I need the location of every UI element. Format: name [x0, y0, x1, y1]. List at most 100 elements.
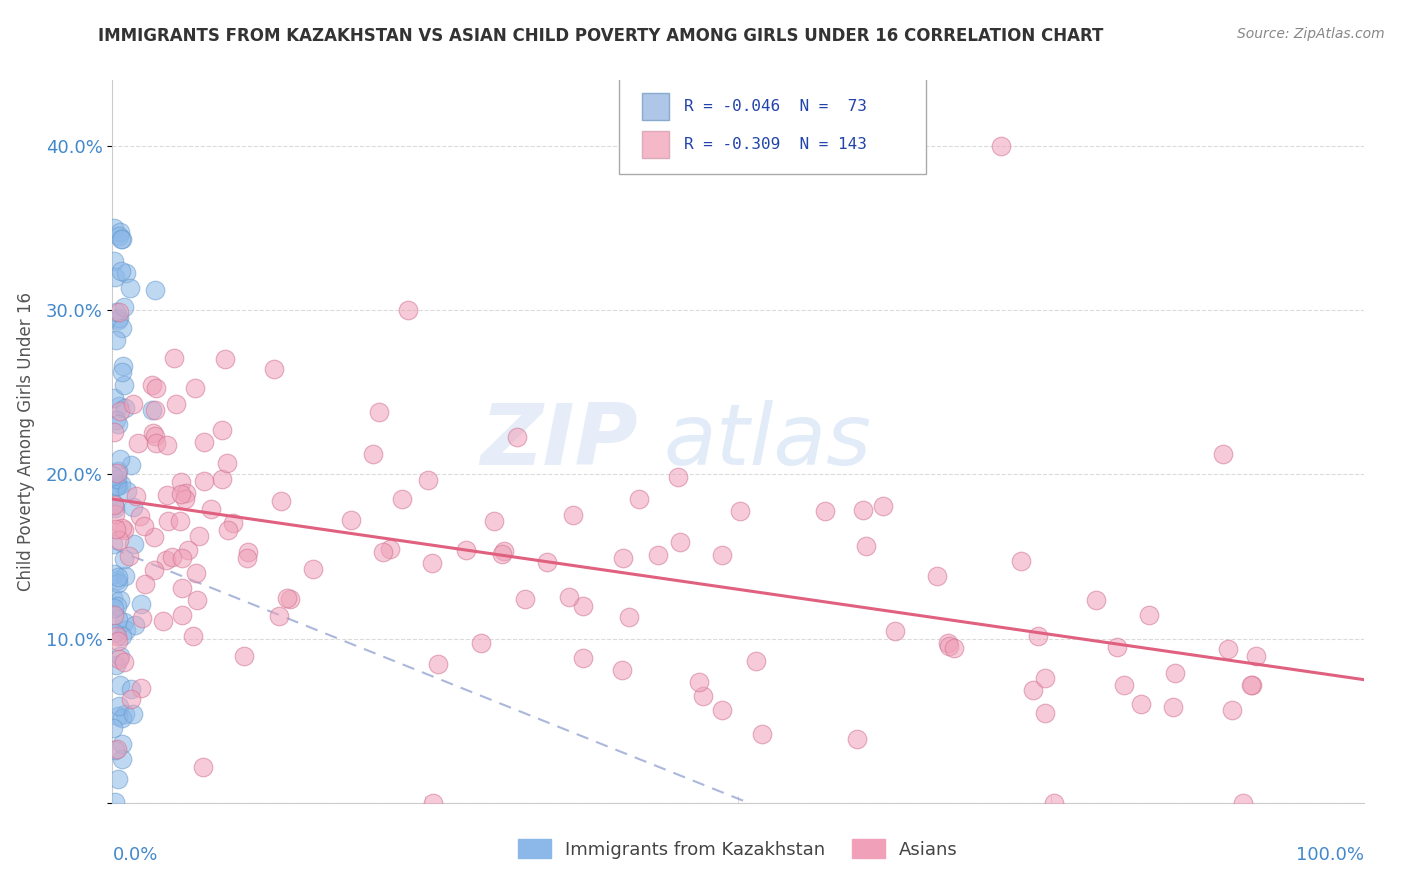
Point: [990, 139, 1012, 153]
Point: [141, 403, 163, 417]
Point: [236, 550, 259, 565]
Point: [120, 692, 142, 706]
Point: [263, 362, 285, 376]
Point: [108, 399, 131, 413]
Point: [177, 542, 200, 557]
Point: [143, 402, 166, 417]
Point: [270, 494, 292, 508]
Point: [105, 599, 128, 614]
Point: [105, 658, 128, 673]
Point: [111, 232, 134, 246]
Text: R = -0.309  N = 143: R = -0.309 N = 143: [685, 137, 868, 152]
Point: [112, 377, 135, 392]
Point: [872, 499, 894, 513]
Point: [666, 469, 689, 483]
Text: 0.0%: 0.0%: [112, 847, 157, 864]
Point: [191, 760, 214, 774]
Point: [143, 428, 166, 442]
Point: [107, 612, 129, 626]
Point: [104, 742, 127, 756]
Point: [845, 731, 868, 746]
Point: [156, 487, 179, 501]
Point: [627, 491, 650, 506]
Point: [855, 539, 877, 553]
Point: [184, 566, 207, 580]
Point: [938, 639, 960, 653]
Point: [103, 253, 125, 268]
Point: [211, 472, 233, 486]
Point: [610, 663, 633, 677]
Point: [572, 599, 595, 613]
Point: [104, 501, 127, 516]
Point: [267, 609, 290, 624]
Point: [619, 610, 641, 624]
Point: [111, 364, 134, 378]
Point: [170, 550, 193, 565]
Text: atlas: atlas: [664, 400, 872, 483]
Point: [108, 225, 131, 239]
Point: [127, 435, 149, 450]
Point: [118, 549, 141, 563]
Point: [1033, 706, 1056, 721]
Point: [124, 617, 146, 632]
Point: [107, 633, 129, 648]
Point: [814, 504, 837, 518]
Point: [1212, 447, 1234, 461]
Point: [1043, 796, 1066, 810]
Point: [114, 401, 136, 415]
Point: [107, 708, 129, 723]
Point: [193, 474, 215, 488]
Point: [238, 544, 260, 558]
Point: [1161, 699, 1184, 714]
Point: [1033, 672, 1056, 686]
Point: [1244, 649, 1267, 664]
Point: [104, 795, 127, 809]
Point: [110, 477, 132, 491]
Point: [925, 569, 948, 583]
Point: [181, 629, 204, 643]
Point: [222, 516, 245, 530]
Point: [505, 430, 527, 444]
Point: [134, 576, 156, 591]
Point: [111, 359, 134, 374]
Point: [110, 521, 132, 535]
Point: [536, 556, 558, 570]
Point: [174, 486, 197, 500]
Point: [103, 469, 125, 483]
Point: [692, 690, 714, 704]
Point: [108, 403, 131, 417]
Point: [112, 300, 135, 314]
Point: [108, 451, 131, 466]
Point: [121, 500, 143, 514]
Point: [122, 706, 145, 721]
Point: [170, 475, 193, 489]
Point: [105, 466, 128, 480]
Point: [163, 351, 186, 365]
Point: [108, 592, 131, 607]
Point: [143, 530, 166, 544]
Point: [1112, 678, 1135, 692]
Point: [105, 573, 128, 587]
Point: [112, 551, 135, 566]
Point: [104, 413, 127, 427]
Point: [108, 652, 131, 666]
Point: [110, 649, 132, 664]
Point: [131, 681, 153, 695]
Point: [422, 556, 444, 570]
Point: [107, 464, 129, 478]
Point: [112, 655, 135, 669]
Point: [156, 514, 179, 528]
Point: [111, 737, 134, 751]
Point: [107, 570, 129, 584]
Point: [1107, 640, 1129, 654]
Point: [104, 625, 127, 640]
Point: [145, 436, 167, 450]
Point: [122, 397, 145, 411]
Point: [145, 381, 167, 395]
Point: [107, 478, 129, 492]
Point: [105, 305, 128, 319]
Point: [129, 509, 152, 524]
Point: [1164, 665, 1187, 680]
Point: [200, 501, 222, 516]
Point: [112, 524, 135, 538]
